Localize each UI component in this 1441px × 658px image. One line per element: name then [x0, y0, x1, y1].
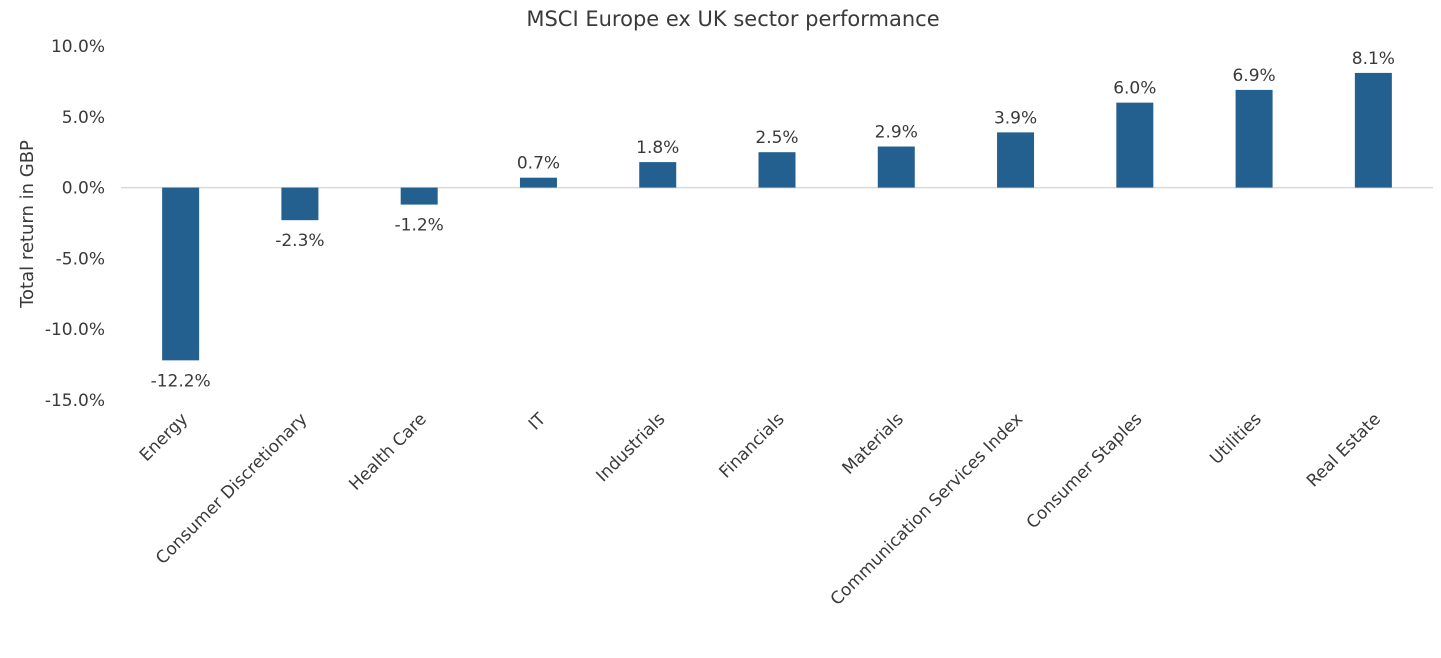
- x-category-label: Communication Services Index: [827, 409, 1027, 609]
- bar: [997, 132, 1035, 188]
- x-category-label: Health Care: [345, 409, 430, 494]
- x-category-label: Real Estate: [1303, 409, 1385, 491]
- bar-value-label: 6.9%: [1232, 66, 1275, 86]
- bar-value-label: 3.9%: [994, 108, 1037, 128]
- data-labels: -12.2% -2.3% -1.2% 0.7% 1.8% 2.5% 2.9% 3.9% 6.0%…: [151, 49, 1395, 391]
- y-tick-label: 0.0%: [62, 179, 105, 199]
- y-tick-label: -15.0%: [45, 391, 105, 411]
- bar-value-label: 2.9%: [875, 123, 918, 143]
- chart-title: MSCI Europe ex UK sector performance: [526, 7, 939, 31]
- x-category-label: Consumer Staples: [1023, 409, 1147, 533]
- y-tick-label: 10.0%: [51, 37, 105, 57]
- y-tick-label: 5.0%: [62, 108, 105, 128]
- bar: [281, 187, 319, 221]
- bar-value-label: 6.0%: [1113, 79, 1156, 99]
- x-category-label: Industrials: [592, 409, 669, 486]
- bar: [400, 187, 438, 205]
- x-category-label: IT: [525, 409, 550, 434]
- bar: [1116, 102, 1154, 188]
- bar-value-label: -12.2%: [151, 371, 211, 391]
- bar: [639, 162, 677, 188]
- bar-value-label: 8.1%: [1352, 49, 1395, 69]
- bar: [877, 146, 915, 188]
- bar-series: [162, 72, 1392, 361]
- x-category-label: Utilities: [1206, 409, 1265, 468]
- y-tick-label: -10.0%: [45, 320, 105, 340]
- bar-value-label: -2.3%: [275, 231, 324, 251]
- x-category-label: Financials: [715, 409, 788, 482]
- bar: [162, 187, 200, 361]
- bar: [1354, 72, 1392, 188]
- x-category-label: Energy: [136, 409, 192, 465]
- bar-value-label: 2.5%: [755, 128, 798, 148]
- y-axis-label: Total return in GBP: [17, 140, 38, 309]
- y-axis-ticks: 10.0% 5.0% 0.0% -5.0% -10.0% -15.0%: [45, 37, 105, 411]
- bar-value-label: -1.2%: [395, 216, 444, 236]
- bar-value-label: 0.7%: [517, 154, 560, 174]
- y-tick-label: -5.0%: [56, 249, 105, 269]
- bar-value-label: 1.8%: [636, 138, 679, 158]
- bar: [519, 177, 557, 188]
- bar: [1235, 89, 1273, 188]
- bar: [758, 152, 796, 188]
- x-category-label: Materials: [839, 409, 908, 478]
